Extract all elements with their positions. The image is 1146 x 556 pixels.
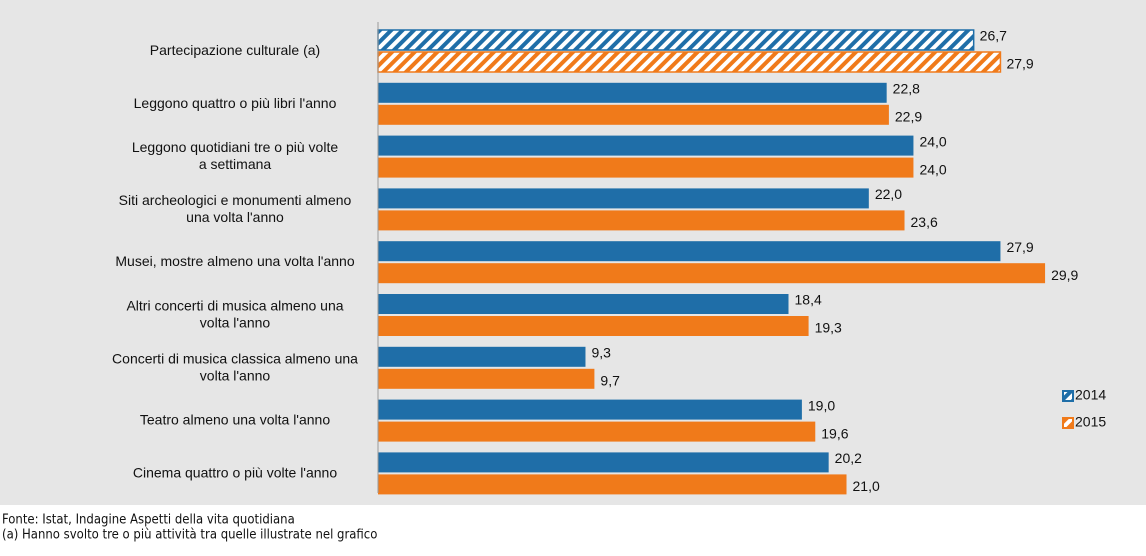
bar [378,263,1046,284]
value-label: 24,0 [919,133,946,149]
bar [377,51,1002,73]
legend-swatch [1062,417,1074,429]
category-label-line: Teatro almeno una volta l'anno [140,411,330,427]
value-label: 27,9 [1006,56,1033,72]
bar [378,399,802,420]
legend-label: 2014 [1075,387,1106,403]
value-label: 19,0 [808,397,835,413]
value-label: 9,7 [600,373,620,389]
category-label: Teatro almeno una volta l'anno [140,411,330,427]
category-label-line: Musei, mostre almeno una volta l'anno [115,253,354,269]
category-label: Cinema quattro o più volte l'anno [133,464,337,480]
bar [378,241,1001,262]
category-label-line: una volta l'anno [186,209,284,225]
category-label-line: Leggono quattro o più libri l'anno [134,95,337,111]
value-label: 22,9 [895,109,922,125]
value-label: 18,4 [795,292,822,308]
bar [378,452,829,473]
category-label: Siti archeologici e monumenti almeno una … [119,192,352,225]
category-label-line: Cinema quattro o più volte l'anno [133,464,337,480]
category-label-line: Partecipazione culturale (a) [150,42,320,58]
value-label: 29,9 [1051,267,1078,283]
bar [378,294,789,314]
bar [378,188,869,209]
bar [378,135,914,156]
category-label-line: Concerti di musica classica almeno una [112,350,358,366]
category-label: Partecipazione culturale (a) [150,42,320,58]
bar [378,82,887,103]
category-label-line: volta l'anno [200,367,271,383]
category-label: Leggono quotidiani tre o più volte a sett… [132,139,338,172]
value-label: 20,2 [835,450,862,466]
category-label-line: a settimana [199,156,272,172]
bar [378,474,847,495]
value-label: 21,0 [853,478,880,494]
value-label: 26,7 [980,28,1007,44]
category-label: Concerti di musica classica almeno una vo… [112,350,358,383]
value-label: 22,8 [893,81,920,97]
value-label: 27,9 [1006,239,1033,255]
bar [378,316,809,336]
bar [378,210,905,231]
bar [378,421,816,442]
category-label: Leggono quattro o più libri l'anno [134,95,337,111]
value-label: 19,3 [815,320,842,336]
legend-swatch [1062,390,1074,402]
bar [378,104,889,125]
note: (a) Hanno svolto tre o più attività tra … [2,528,377,543]
value-label: 23,6 [911,214,938,230]
value-label: 9,3 [591,345,611,361]
category-label-line: Altri concerti di musica almeno una [126,297,343,313]
value-label: 22,0 [875,186,902,202]
bar [378,368,595,389]
note: Fonte: Istat, Indagine Aspetti della vit… [2,513,295,528]
category-label-line: volta l'anno [200,314,271,330]
category-label: Musei, mostre almeno una volta l'anno [115,253,354,269]
bar [378,346,586,367]
value-label: 24,0 [919,161,946,177]
bar [377,29,975,51]
bar [378,157,914,178]
category-label: Altri concerti di musica almeno una volta… [126,297,343,330]
category-label-line: Leggono quotidiani tre o più volte [132,139,338,155]
legend-label: 2015 [1075,414,1106,430]
category-label-line: Siti archeologici e monumenti almeno [119,192,352,208]
value-label: 19,6 [821,425,848,441]
